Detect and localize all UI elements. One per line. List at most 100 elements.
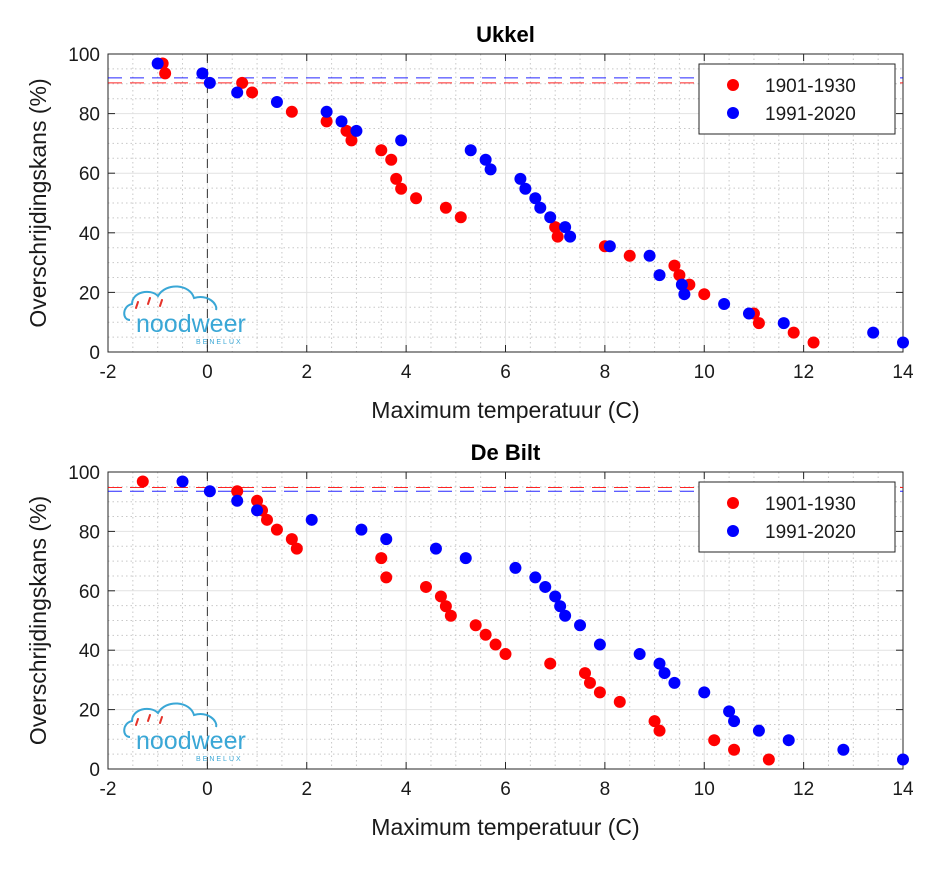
series-1991-2020 <box>176 475 909 766</box>
legend: 1901-1930 1991-2020 <box>698 63 896 135</box>
y-tick-label: 0 <box>89 760 100 781</box>
data-point <box>385 153 398 166</box>
legend-box <box>698 63 896 135</box>
sun-ray-icon <box>159 299 163 307</box>
major-grid <box>107 53 904 353</box>
x-tick-label: 2 <box>301 362 312 383</box>
data-point <box>668 676 681 689</box>
data-point <box>479 628 492 641</box>
data-point <box>320 115 333 128</box>
x-tick-label: 8 <box>600 779 611 800</box>
legend-marker <box>727 79 739 91</box>
sun-ray-icon <box>147 297 151 305</box>
legend-box <box>698 481 896 553</box>
data-point <box>355 523 368 536</box>
x-tick-label: 8 <box>600 362 611 383</box>
data-point <box>603 240 616 253</box>
data-point <box>897 336 909 349</box>
x-tick-label: 10 <box>694 779 715 800</box>
sun-ray-icon <box>135 718 139 726</box>
data-point <box>837 743 850 756</box>
data-point <box>544 211 557 224</box>
data-point <box>251 504 264 517</box>
x-tick-label: 10 <box>694 362 715 383</box>
data-point <box>698 288 711 301</box>
y-tick-label: 100 <box>68 463 100 484</box>
legend-marker <box>727 525 739 537</box>
data-point <box>434 590 447 603</box>
data-point <box>807 336 820 349</box>
data-point <box>675 278 688 291</box>
data-point <box>678 288 691 301</box>
data-point <box>559 221 572 234</box>
data-point <box>484 163 497 176</box>
data-point <box>539 580 552 593</box>
data-point <box>593 638 606 651</box>
series-1901-1930 <box>136 475 775 766</box>
data-point <box>459 552 472 565</box>
data-point <box>653 724 666 737</box>
data-point <box>420 580 432 593</box>
sun-ray-icon <box>135 301 139 309</box>
data-point <box>390 172 403 185</box>
data-point <box>549 590 562 603</box>
data-point <box>653 269 666 282</box>
data-point <box>375 144 388 157</box>
data-point <box>514 172 527 185</box>
data-point <box>395 182 408 195</box>
data-point <box>787 326 800 339</box>
chart-title: De Bilt <box>471 440 541 465</box>
data-point <box>499 648 512 661</box>
data-point <box>270 95 283 108</box>
data-point <box>345 134 358 147</box>
legend-label: 1991-2020 <box>765 522 856 543</box>
logo-wordmark: noodweer <box>136 727 246 755</box>
data-point <box>469 619 482 632</box>
x-tick-label: 6 <box>500 779 511 800</box>
x-tick-label: 4 <box>401 779 412 800</box>
x-tick-label: 2 <box>301 779 312 800</box>
logo-subtext: BENELUX <box>196 756 243 763</box>
data-point <box>159 67 172 80</box>
x-tick-label: 12 <box>793 779 814 800</box>
data-point <box>658 667 671 680</box>
x-axis-label: Maximum temperatuur (C) <box>371 814 639 840</box>
x-tick-label: 0 <box>202 362 213 383</box>
data-point <box>246 86 259 99</box>
data-point <box>176 475 189 488</box>
y-tick-label: 20 <box>79 283 100 304</box>
y-tick-label: 80 <box>79 105 100 126</box>
data-point <box>236 76 249 89</box>
data-point <box>454 211 467 224</box>
x-tick-label: -2 <box>100 362 117 383</box>
y-tick-label: 20 <box>79 701 100 722</box>
data-point <box>380 571 393 584</box>
data-point <box>231 86 244 99</box>
data-point <box>762 753 775 766</box>
data-point <box>613 695 626 708</box>
data-point <box>549 221 562 234</box>
y-axis-label: Overschrijdingskans (%) <box>25 78 51 327</box>
data-point <box>439 600 452 613</box>
data-point <box>529 192 542 205</box>
data-point <box>203 76 216 89</box>
data-point <box>489 638 502 651</box>
data-point <box>698 686 711 699</box>
data-point <box>623 249 636 262</box>
data-point <box>464 144 477 157</box>
data-point <box>583 676 596 689</box>
data-point <box>643 249 656 262</box>
data-point <box>897 753 909 766</box>
cloud-icon <box>123 702 218 738</box>
y-tick-label: 0 <box>89 343 100 364</box>
data-point <box>290 542 303 555</box>
data-point <box>574 619 587 632</box>
data-point <box>648 715 661 728</box>
data-point <box>335 115 348 128</box>
data-point <box>285 533 298 546</box>
data-point <box>151 57 164 70</box>
data-point <box>479 153 492 166</box>
data-point <box>350 124 363 137</box>
y-tick-label: 60 <box>79 164 100 185</box>
y-tick-label: 40 <box>79 641 100 662</box>
